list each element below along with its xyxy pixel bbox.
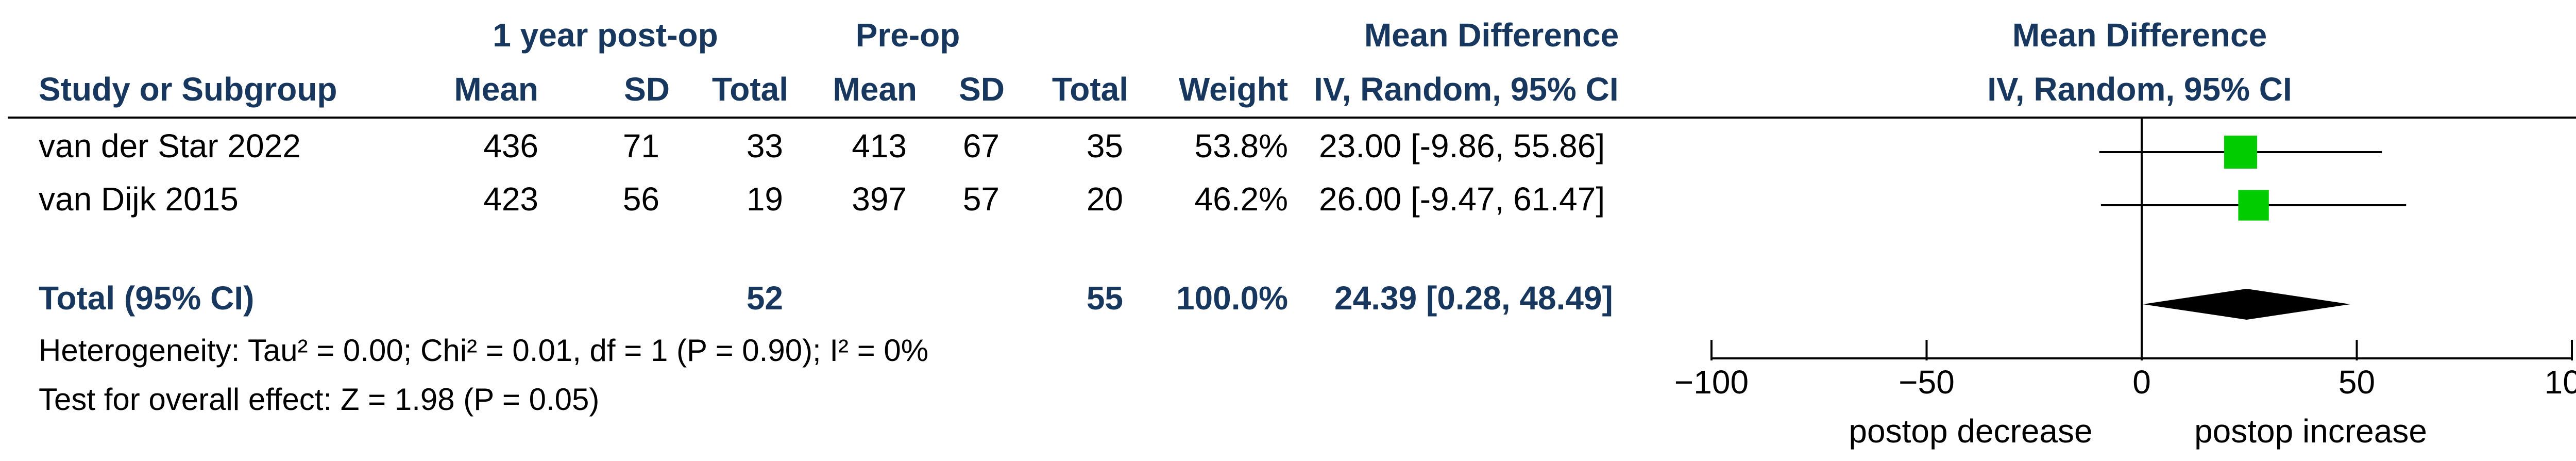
- row1-mean1: 436: [483, 127, 538, 164]
- col-mean2: Mean: [833, 71, 917, 108]
- x-tick-label-1: −50: [1899, 364, 1955, 401]
- total-weight: 100.0%: [1176, 279, 1288, 317]
- group2-header: Pre-op: [856, 17, 960, 54]
- md-title-right: Mean Difference: [2012, 17, 2267, 54]
- row1-study: van der Star 2022: [39, 127, 301, 164]
- row2-mean2: 397: [852, 180, 907, 218]
- row2-total1: 19: [747, 180, 783, 218]
- md-title-left: Mean Difference: [1364, 17, 1619, 54]
- plot-area: −100 −50 0 50 100: [1674, 118, 2576, 401]
- row2-study: van Dijk 2015: [39, 180, 239, 218]
- study-point-2: [2238, 190, 2269, 221]
- x-tick-label-2: 0: [2132, 364, 2151, 401]
- row2-ci: 26.00 [-9.47, 61.47]: [1319, 180, 1605, 218]
- col-study: Study or Subgroup: [39, 71, 337, 108]
- row1-ci: 23.00 [-9.86, 55.86]: [1319, 127, 1605, 164]
- total-total2: 55: [1087, 279, 1123, 317]
- overall-effect-text: Test for overall effect: Z = 1.98 (P = 0…: [39, 382, 599, 417]
- row1-weight: 53.8%: [1195, 127, 1288, 164]
- row1-total1: 33: [747, 127, 783, 164]
- total-total1: 52: [747, 279, 783, 317]
- col-total2: Total: [1052, 71, 1128, 108]
- col-sd2: SD: [959, 71, 1005, 108]
- x-tick-label-3: 50: [2338, 364, 2375, 401]
- row2-weight: 46.2%: [1195, 180, 1288, 218]
- axis-label-right: postop increase: [2194, 413, 2427, 450]
- row1-sd2: 67: [963, 127, 999, 164]
- row2-total2: 20: [1087, 180, 1123, 218]
- col-mean1: Mean: [454, 71, 538, 108]
- total-label: Total (95% CI): [39, 279, 254, 317]
- heterogeneity-text: Heterogeneity: Tau² = 0.00; Chi² = 0.01,…: [39, 333, 928, 368]
- study-point-1: [2224, 136, 2258, 169]
- row2-mean1: 423: [483, 180, 538, 218]
- row2-sd1: 56: [623, 180, 659, 218]
- x-tick-label-0: −100: [1674, 364, 1749, 401]
- row1-mean2: 413: [852, 127, 907, 164]
- col-weight: Weight: [1179, 71, 1288, 108]
- total-ci: 24.39 [0.28, 48.49]: [1334, 279, 1613, 317]
- group1-header: 1 year post-op: [493, 17, 718, 54]
- row2-sd2: 57: [963, 180, 999, 218]
- col-ci-left: IV, Random, 95% CI: [1314, 71, 1619, 108]
- col-sd1: SD: [624, 71, 670, 108]
- col-total1: Total: [712, 71, 788, 108]
- axis-label-left: postop decrease: [1849, 413, 2092, 450]
- row1-total2: 35: [1087, 127, 1123, 164]
- md-sub-right: IV, Random, 95% CI: [1987, 71, 2292, 108]
- x-tick-label-4: 100: [2545, 364, 2576, 401]
- pooled-diamond: [2143, 289, 2350, 320]
- row1-sd1: 71: [623, 127, 659, 164]
